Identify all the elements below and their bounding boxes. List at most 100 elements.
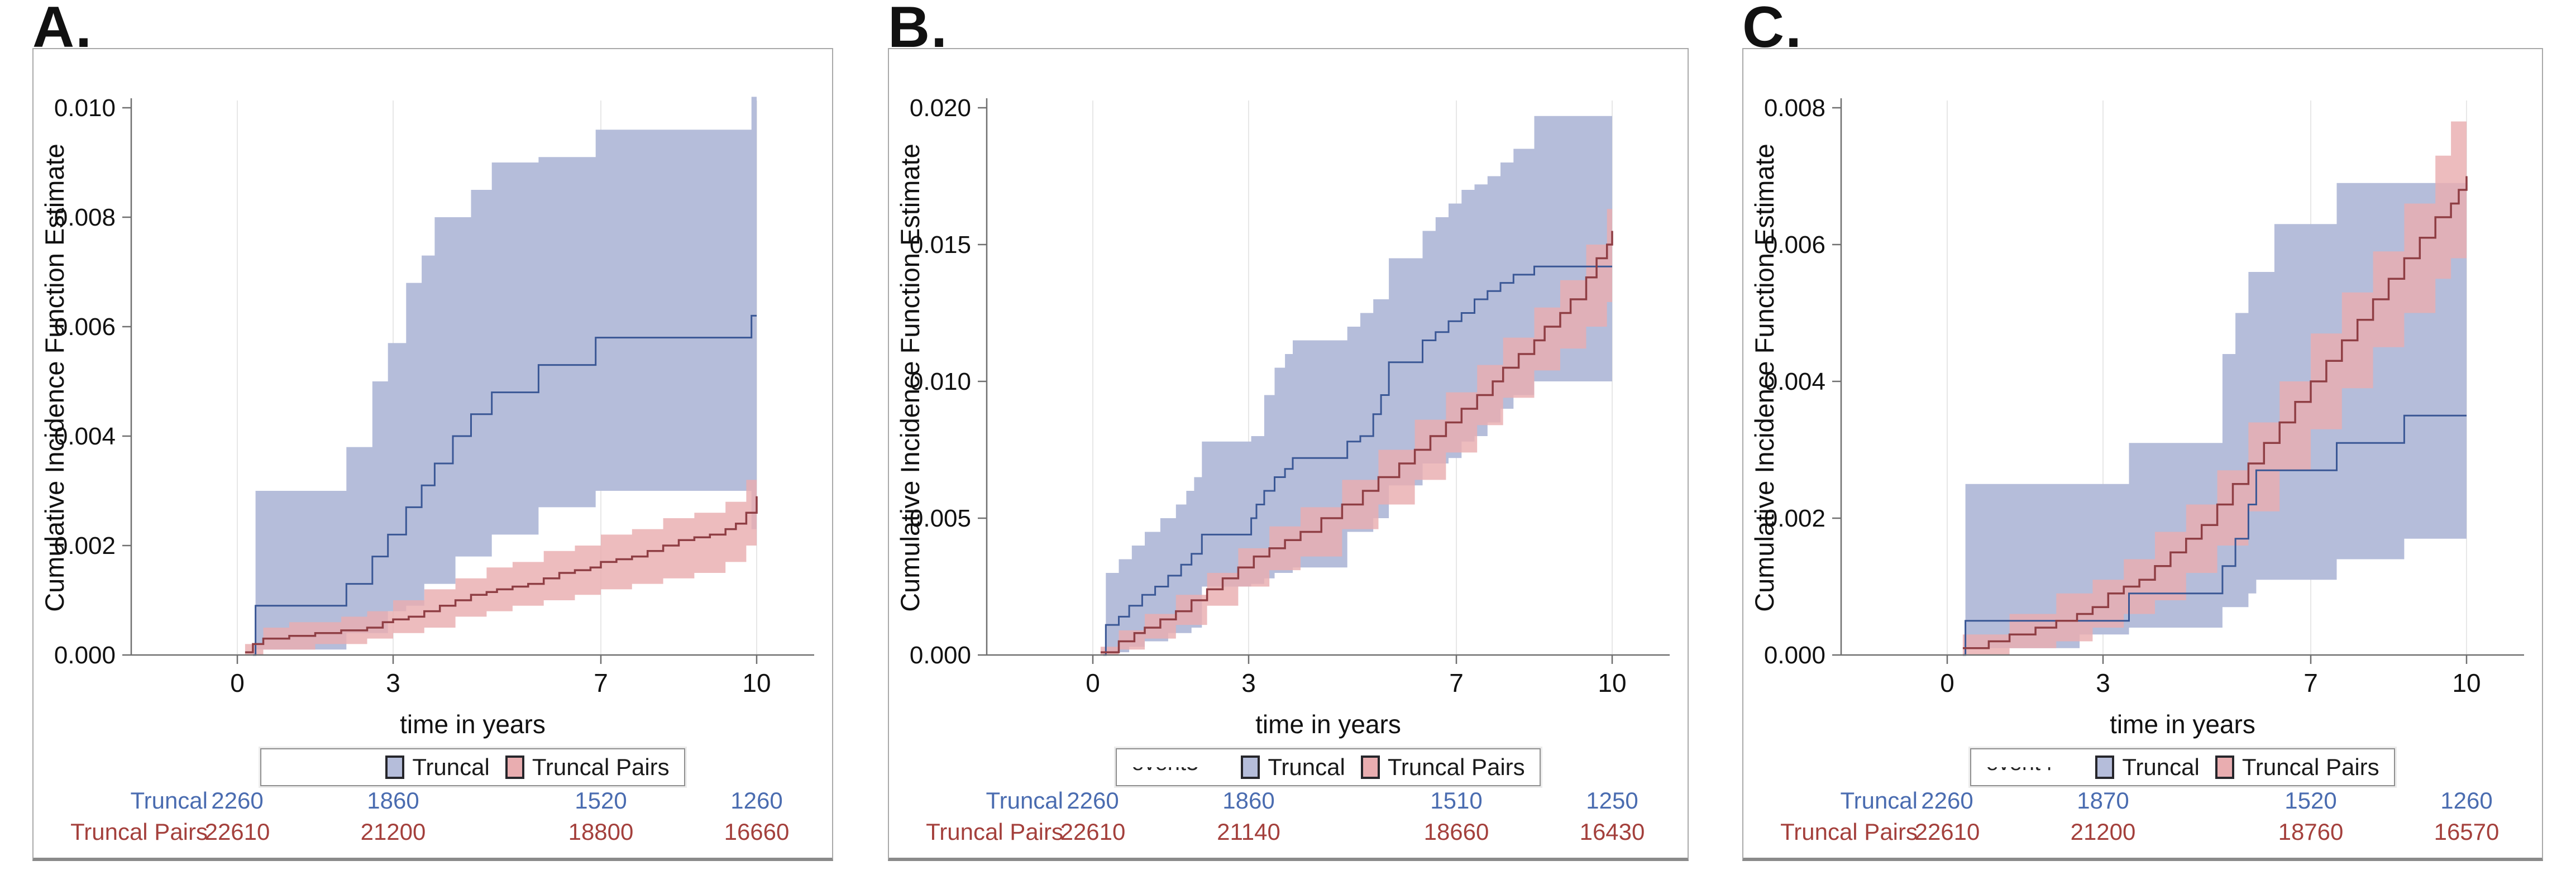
- legend-wrap: event1 Truncal Truncal Pairs: [131, 748, 814, 786]
- legend: event1 Truncal Truncal Pairs: [260, 748, 685, 786]
- risk-count: 1860: [367, 787, 419, 814]
- risk-count: 16660: [724, 819, 790, 845]
- risk-table-row-truncal: Truncal 2260 1870 1520 1260: [1743, 787, 2542, 814]
- legend-label: Truncal: [2122, 754, 2200, 780]
- risk-count: 1260: [730, 787, 783, 814]
- panel-frame: 0.000 0.002 0.004 0.006 0.008 0.010 0 3 7 10 Cumul…: [32, 48, 833, 861]
- risk-row-label: Truncal Pairs: [70, 819, 208, 845]
- legend-swatch-truncal-pairs-icon: [505, 756, 524, 779]
- legend-label: Truncal Pairs: [532, 754, 670, 780]
- legend-label: Truncal Pairs: [2242, 754, 2379, 780]
- legend: event4 Truncal Truncal Pairs: [1970, 748, 2395, 786]
- risk-count: 1510: [1430, 787, 1483, 814]
- y-tick-label: 0.000: [54, 642, 116, 669]
- x-tick-label: 3: [1241, 668, 1256, 697]
- confidence-band-truncal: [255, 97, 757, 650]
- risk-count: 21200: [360, 819, 426, 845]
- risk-row-label: Truncal Pairs: [926, 819, 1063, 845]
- y-tick-label: 0.000: [910, 642, 971, 669]
- legend-label: Truncal: [412, 754, 490, 780]
- risk-count: 21200: [2070, 819, 2136, 845]
- risk-count: 1250: [1586, 787, 1638, 814]
- x-tick-label: 0: [1086, 668, 1100, 697]
- risk-count: 18760: [2278, 819, 2344, 845]
- y-axis-title: Cumulative Incidence Function Estimate: [40, 144, 69, 612]
- legend-label: Truncal Pairs: [1387, 754, 1525, 780]
- legend-wrap: event4 Truncal Truncal Pairs: [1841, 748, 2524, 786]
- risk-table-row-truncal: Truncal 2260 1860 1520 1260: [34, 787, 832, 814]
- cif-plot: 0.000 0.005 0.010 0.015 0.020 0 3 7 10 Cumulative…: [895, 94, 1670, 697]
- legend: event3 Truncal Truncal Pairs: [1116, 748, 1541, 786]
- cif-line-truncal-pairs: [1962, 176, 2468, 649]
- legend-item-truncal-pairs: Truncal Pairs: [2215, 754, 2379, 781]
- x-tick-label: 0: [230, 668, 245, 697]
- y-tick-label: 0.008: [1764, 94, 1825, 122]
- risk-count: 2260: [1067, 787, 1119, 814]
- panel-frame: 0.000 0.002 0.004 0.006 0.008 0 3 7 10 Cumulative…: [1742, 48, 2543, 861]
- x-tick-label: 7: [2303, 668, 2318, 697]
- risk-count: 18660: [1423, 819, 1489, 845]
- legend-item-truncal-pairs: Truncal Pairs: [1360, 754, 1525, 781]
- y-tick-label: 0.020: [910, 94, 971, 122]
- risk-count: 1870: [2077, 787, 2129, 814]
- risk-table-row-truncal-pairs: Truncal Pairs 22610 21200 18760 16570: [1743, 819, 2542, 845]
- y-tick-label: 0.006: [1764, 231, 1825, 259]
- panel-frame: 0.000 0.005 0.010 0.015 0.020 0 3 7 10 Cumulative…: [888, 48, 1689, 861]
- legend-wrap: event3 Truncal Truncal Pairs: [987, 748, 1670, 786]
- risk-count: 22610: [1060, 819, 1126, 845]
- y-axis-title: Cumulative Incidence Function Estimate: [895, 144, 925, 612]
- x-tick-label: 7: [1449, 668, 1464, 697]
- x-tick-label: 10: [742, 668, 771, 697]
- legend-swatch-truncal-icon: [1241, 756, 1260, 779]
- risk-count: 16430: [1579, 819, 1645, 845]
- risk-count: 16570: [2434, 819, 2499, 845]
- risk-row-label: Truncal: [986, 787, 1064, 814]
- y-tick-label: 0.004: [1764, 368, 1825, 395]
- risk-row-label: Truncal: [130, 787, 208, 814]
- risk-table-row-truncal-pairs: Truncal Pairs 22610 21200 18800 16660: [34, 819, 832, 845]
- y-tick-label: 0.005: [910, 505, 971, 532]
- legend-label: Truncal: [1268, 754, 1345, 780]
- legend-swatch-truncal-pairs-icon: [1360, 756, 1380, 779]
- x-axis-title: time in years: [2110, 710, 2255, 739]
- risk-row-label: Truncal: [1840, 787, 1918, 814]
- risk-count: 18800: [568, 819, 634, 845]
- legend-swatch-truncal-icon: [2095, 756, 2115, 779]
- legend-item-truncal: Truncal: [1241, 754, 1345, 781]
- x-tick-label: 3: [2096, 668, 2110, 697]
- y-tick-label: 0.010: [910, 368, 971, 395]
- legend-swatch-truncal-icon: [385, 756, 405, 779]
- x-tick-label: 3: [386, 668, 400, 697]
- confidence-band-truncal: [1106, 116, 1612, 653]
- risk-count: 1520: [575, 787, 627, 814]
- cif-line-truncal-pairs: [245, 496, 758, 653]
- panel-b: B. 0.000 0.005 0.010 0.015 0.020 0 3 7 10 Cumulat…: [888, 0, 1689, 869]
- risk-count: 1860: [1222, 787, 1275, 814]
- cif-plot: 0.000 0.002 0.004 0.006 0.008 0.010 0 3 7 10 Cumul…: [40, 94, 814, 697]
- panel-c: C. 0.000 0.002 0.004 0.006 0.008 0 3 7 10 Cumulat…: [1742, 0, 2543, 869]
- risk-count: 22610: [1914, 819, 1980, 845]
- risk-row-label: Truncal Pairs: [1780, 819, 1918, 845]
- y-tick-label: 0.010: [54, 94, 116, 122]
- risk-table-row-truncal: Truncal 2260 1860 1510 1250: [889, 787, 1688, 814]
- cif-line-truncal: [1962, 414, 2467, 656]
- risk-count: 1260: [2440, 787, 2493, 814]
- y-axis-title: Cumulative Incidence Function Estimate: [1750, 144, 1779, 612]
- x-axis-title: time in years: [400, 710, 546, 739]
- y-tick-label: 0.002: [54, 532, 116, 560]
- y-tick-label: 0.000: [1764, 642, 1825, 669]
- confidence-band-truncal-pairs: [1962, 94, 2467, 655]
- legend-title-clipped: event1: [276, 772, 370, 776]
- risk-count: 21140: [1217, 819, 1280, 845]
- legend-title-clipped: event4: [1986, 767, 2080, 776]
- x-tick-label: 7: [594, 668, 608, 697]
- x-tick-label: 0: [1940, 668, 1954, 697]
- cif-line-truncal: [1103, 265, 1612, 656]
- legend-item-truncal: Truncal: [385, 754, 490, 781]
- legend-item-truncal-pairs: Truncal Pairs: [505, 754, 670, 781]
- cif-plot: 0.000 0.002 0.004 0.006 0.008 0 3 7 10 Cumulative…: [1750, 94, 2524, 697]
- y-tick-label: 0.008: [54, 204, 116, 231]
- y-tick-label: 0.015: [910, 231, 971, 259]
- y-tick-label: 0.006: [54, 313, 116, 341]
